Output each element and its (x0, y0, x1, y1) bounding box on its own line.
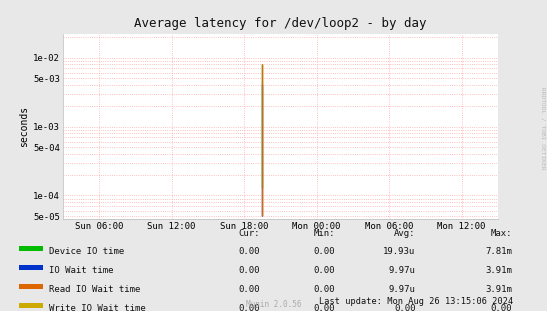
Text: Device IO time: Device IO time (49, 247, 125, 256)
Text: 9.97u: 9.97u (389, 285, 416, 294)
Text: Last update: Mon Aug 26 13:15:06 2024: Last update: Mon Aug 26 13:15:06 2024 (319, 297, 513, 306)
Text: 0.00: 0.00 (238, 285, 260, 294)
FancyBboxPatch shape (19, 284, 43, 289)
Y-axis label: seconds: seconds (19, 106, 29, 147)
Text: 0.00: 0.00 (313, 285, 335, 294)
Text: 0.00: 0.00 (394, 304, 416, 311)
Text: 3.91m: 3.91m (485, 285, 512, 294)
Title: Average latency for /dev/loop2 - by day: Average latency for /dev/loop2 - by day (134, 17, 427, 30)
Text: 0.00: 0.00 (313, 266, 335, 275)
Text: 0.00: 0.00 (238, 266, 260, 275)
Text: Cur:: Cur: (238, 230, 260, 239)
Text: 0.00: 0.00 (313, 304, 335, 311)
Text: Munin 2.0.56: Munin 2.0.56 (246, 300, 301, 309)
Text: RRDTOOL / TOBI OETIKER: RRDTOOL / TOBI OETIKER (540, 87, 545, 169)
Text: IO Wait time: IO Wait time (49, 266, 114, 275)
Text: 0.00: 0.00 (238, 304, 260, 311)
Text: Avg:: Avg: (394, 230, 416, 239)
Text: 9.97u: 9.97u (389, 266, 416, 275)
Text: 0.00: 0.00 (238, 247, 260, 256)
Text: Min:: Min: (313, 230, 335, 239)
Text: 0.00: 0.00 (313, 247, 335, 256)
Text: Max:: Max: (491, 230, 512, 239)
FancyBboxPatch shape (19, 246, 43, 251)
FancyBboxPatch shape (19, 304, 43, 308)
Text: 7.81m: 7.81m (485, 247, 512, 256)
Text: 19.93u: 19.93u (383, 247, 416, 256)
FancyBboxPatch shape (19, 265, 43, 270)
Text: Write IO Wait time: Write IO Wait time (49, 304, 146, 311)
Text: 0.00: 0.00 (491, 304, 512, 311)
Text: Read IO Wait time: Read IO Wait time (49, 285, 141, 294)
Text: 3.91m: 3.91m (485, 266, 512, 275)
